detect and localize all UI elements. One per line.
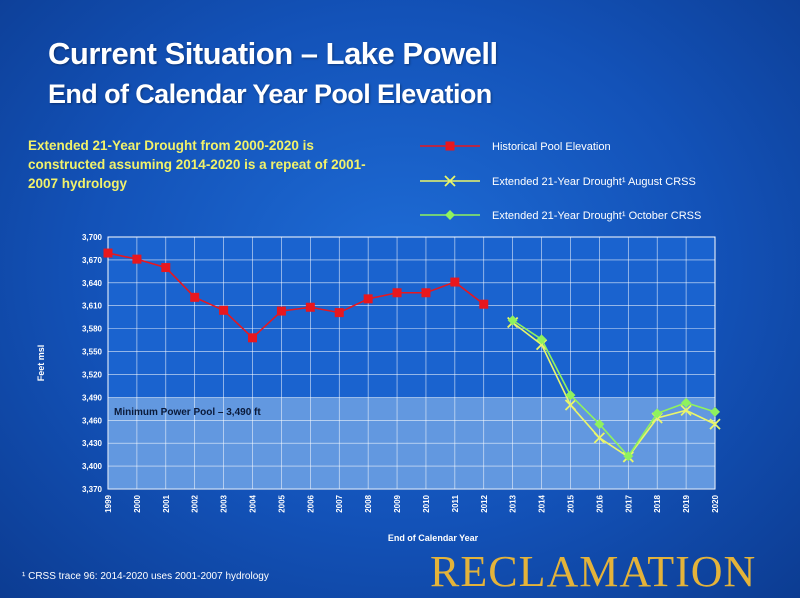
series-group (507, 315, 720, 462)
x-tick-label: 2002 (191, 494, 200, 512)
y-axis-title: Feet msl (36, 345, 46, 382)
series-point (680, 404, 692, 416)
legend-label: Historical Pool Elevation (492, 141, 611, 153)
legend-label: Extended 21-Year Drought¹ October CRSS (492, 210, 701, 222)
legend-label: Extended 21-Year Drought¹ August CRSS (492, 176, 696, 188)
series-point (421, 288, 431, 298)
series-point (334, 308, 344, 318)
x-tick-label: 2012 (480, 494, 489, 512)
marker-stroke (564, 399, 577, 411)
x-tick-labels: 1999 2000 2001 2002 2003 2004 2005 2006 2007 2008… (104, 494, 720, 512)
series-point (444, 175, 456, 187)
series-point (535, 339, 548, 351)
slide-title: Current Situation – Lake Powell (48, 36, 498, 71)
y-tick-label: 3,490 (82, 393, 103, 402)
x-tick-label: 2008 (364, 494, 373, 512)
x-tick-label: 2009 (393, 494, 402, 512)
series-point (161, 263, 171, 273)
series-point (564, 399, 577, 411)
x-tick-label: 2006 (306, 494, 315, 512)
y-tick-label: 3,550 (82, 348, 103, 357)
series-point (132, 254, 142, 264)
legend: Historical Pool Elevation Extended 21-Yea… (420, 141, 701, 222)
x-tick-label: 2016 (595, 494, 604, 512)
x-tick-label: 2004 (249, 494, 258, 512)
x-tick-label: 2003 (220, 494, 229, 512)
x-tick-label: 2000 (133, 494, 142, 512)
y-tick-labels: 3,370 3,400 3,430 3,460 3,490 3,520 3,550 3,580… (82, 233, 103, 494)
x-tick-label: 1999 (104, 494, 113, 512)
series-point (479, 299, 489, 309)
x-tick-label: 2007 (335, 494, 344, 512)
x-tick-label: 2014 (538, 494, 547, 512)
y-tick-label: 3,430 (82, 439, 103, 448)
x-tick-label: 2001 (162, 494, 171, 512)
series-point (103, 248, 113, 258)
x-tick-label: 2018 (653, 494, 662, 512)
legend-item: Extended 21-Year Drought¹ October CRSS (420, 210, 701, 222)
marker-stroke (444, 175, 456, 187)
series-point (594, 419, 605, 430)
slide-subtitle: End of Calendar Year Pool Elevation (48, 79, 492, 109)
legend-item: Extended 21-Year Drought¹ August CRSS (420, 175, 696, 188)
footnote: ¹ CRSS trace 96: 2014-2020 uses 2001-200… (22, 571, 269, 582)
reclamation-logo: RECLAMATION (430, 547, 757, 596)
y-tick-label: 3,370 (82, 485, 103, 494)
series-point (507, 315, 518, 326)
marker-stroke (709, 418, 721, 430)
x-tick-label: 2010 (422, 494, 431, 512)
y-tick-label: 3,520 (82, 370, 103, 379)
x-tick-label: 2017 (624, 494, 633, 512)
x-tick-label: 2019 (682, 494, 691, 512)
y-tick-label: 3,640 (82, 279, 103, 288)
series-point (219, 305, 229, 315)
marker-stroke (680, 404, 692, 416)
y-tick-label: 3,670 (82, 256, 103, 265)
x-tick-label: 2005 (277, 494, 286, 512)
y-tick-label: 3,610 (82, 302, 103, 311)
series-group (103, 248, 489, 343)
series-point (445, 210, 455, 220)
x-tick-label: 2013 (509, 494, 518, 512)
x-axis-title: End of Calendar Year (388, 533, 479, 543)
series-point (190, 292, 200, 302)
x-tick-label: 2015 (566, 494, 575, 512)
series-point (536, 334, 547, 345)
series-point (565, 390, 576, 401)
series-line (107, 252, 485, 339)
band-label: Minimum Power Pool – 3,490 ft (114, 407, 261, 418)
series-point (305, 302, 315, 312)
series-point (623, 451, 634, 462)
series-group (507, 316, 721, 463)
series-line (512, 319, 716, 458)
series-point (363, 294, 373, 304)
grid-lines (107, 236, 716, 490)
y-tick-label: 3,460 (82, 416, 103, 425)
series-point (276, 306, 286, 316)
x-tick-label: 2020 (711, 494, 720, 512)
series-point (709, 418, 721, 430)
series-point (450, 277, 460, 287)
series-point (248, 333, 258, 343)
y-tick-label: 3,700 (82, 233, 103, 242)
series-point (445, 141, 455, 151)
assumption-note: Extended 21-Year Drought from 2000-2020 … (28, 138, 366, 191)
x-tick-label: 2011 (451, 494, 460, 512)
series-point (392, 288, 402, 298)
marker-stroke (535, 339, 548, 351)
series-point (710, 406, 720, 417)
series-lines (103, 248, 721, 463)
y-tick-label: 3,580 (82, 325, 103, 334)
series-point (652, 408, 663, 419)
y-tick-label: 3,400 (82, 462, 103, 471)
marker-stroke (593, 432, 606, 444)
legend-item: Historical Pool Elevation (420, 141, 611, 153)
series-point (681, 397, 692, 408)
series-point (593, 432, 606, 444)
series-line (512, 321, 716, 459)
